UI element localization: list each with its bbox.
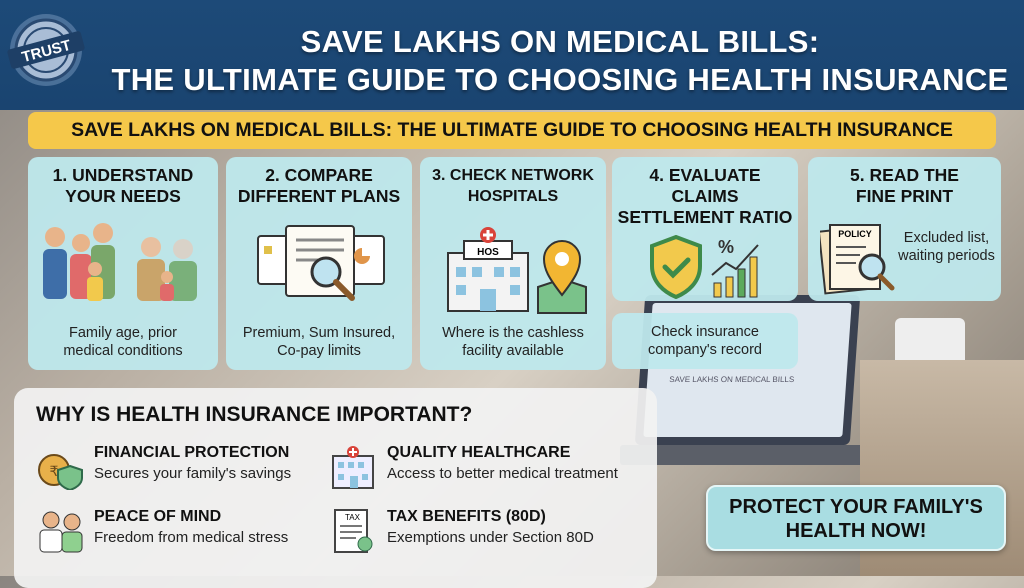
step-title: 2. COMPARE DIFFERENT PLANS bbox=[237, 165, 401, 206]
benefit-subtitle: Freedom from medical stress bbox=[94, 529, 289, 546]
header: TRUST SAVE LAKHS ON MEDICAL BILLS: THE U… bbox=[0, 0, 1024, 110]
why-heading: WHY IS HEALTH INSURANCE IMPORTANT? bbox=[36, 403, 473, 426]
step-description: Family age, prior medical conditions bbox=[63, 325, 183, 359]
shield-chart-icon: % bbox=[650, 235, 759, 299]
step-title: 4. EVALUATE CLAIMS SETTLEMENT RATIO bbox=[617, 165, 793, 227]
doctor-patient-icon bbox=[39, 511, 83, 553]
step-title: 1. UNDERSTAND YOUR NEEDS bbox=[52, 165, 194, 206]
hospital-icon bbox=[332, 446, 374, 489]
background-laptop-base bbox=[620, 445, 880, 465]
svg-text:%: % bbox=[718, 237, 734, 257]
title-line-1: SAVE LAKHS ON MEDICAL BILLS: bbox=[300, 24, 820, 59]
family-icon bbox=[43, 223, 197, 301]
title-line-2: THE ULTIMATE GUIDE TO CHOOSING HEALTH IN… bbox=[111, 62, 1009, 97]
step-card-3: 3. CHECK NETWORK HOSPITALS HOS Where is … bbox=[420, 157, 606, 370]
benefit-title: PEACE OF MIND bbox=[94, 508, 222, 525]
cta-line-1: PROTECT YOUR FAMILY'S bbox=[729, 496, 983, 518]
policy-label: POLICY bbox=[838, 229, 872, 239]
benefit-subtitle: Exemptions under Section 80D bbox=[387, 529, 594, 546]
money-bag-shield-icon: ₹ bbox=[38, 454, 83, 492]
tax-label: TAX bbox=[345, 513, 361, 522]
step-card-4-description: Check insurance company's record bbox=[612, 313, 798, 369]
compare-documents-icon bbox=[257, 225, 385, 301]
cta-line-2: HEALTH NOW! bbox=[785, 520, 927, 542]
background-first-aid-box bbox=[895, 318, 965, 368]
laptop-screen-text: SAVE LAKHS ON MEDICAL BILLS bbox=[669, 375, 795, 384]
step-title: 3. CHECK NETWORK HOSPITALS bbox=[432, 167, 594, 205]
step-description: Check insurance company's record bbox=[648, 324, 762, 358]
step-description: Where is the cashless facility available bbox=[442, 325, 584, 359]
protect-family-cta-button[interactable]: PROTECT YOUR FAMILY'S HEALTH NOW! bbox=[706, 485, 1006, 551]
benefit-subtitle: Access to better medical treatment bbox=[387, 465, 618, 482]
policy-magnifier-icon: POLICY bbox=[820, 224, 895, 295]
benefit-subtitle: Secures your family's savings bbox=[94, 465, 292, 482]
benefit-peace-of-mind: PEACE OF MIND Freedom from medical stres… bbox=[36, 508, 288, 559]
subtitle-banner: SAVE LAKHS ON MEDICAL BILLS: THE ULTIMAT… bbox=[28, 112, 996, 149]
benefit-tax-benefits: TAX TAX BENEFITS (80D) Exemptions under … bbox=[329, 508, 594, 559]
why-insurance-panel: WHY IS HEALTH INSURANCE IMPORTANT? ₹ FIN… bbox=[14, 388, 657, 588]
step-description: Premium, Sum Insured, Co-pay limits bbox=[242, 325, 396, 359]
benefit-quality-healthcare: QUALITY HEALTHCARE Access to better medi… bbox=[329, 444, 618, 495]
hospital-location-icon: HOS bbox=[447, 227, 587, 314]
tax-document-icon: TAX bbox=[334, 509, 373, 553]
step-card-4: 4. EVALUATE CLAIMS SETTLEMENT RATIO % bbox=[612, 157, 798, 301]
step-card-5: 5. READ THE FINE PRINT POLICY Excluded l… bbox=[808, 157, 1001, 301]
svg-text:₹: ₹ bbox=[50, 463, 59, 479]
step-card-1: 1. UNDERSTAND YOUR NEEDS Family age, pri… bbox=[28, 157, 218, 370]
benefit-title: TAX BENEFITS (80D) bbox=[387, 508, 546, 525]
trust-badge-icon: TRUST bbox=[7, 14, 85, 86]
step-card-2: 2. COMPARE DIFFERENT PLANS Premium, Sum … bbox=[226, 157, 412, 370]
benefit-title: QUALITY HEALTHCARE bbox=[387, 444, 571, 461]
benefit-title: FINANCIAL PROTECTION bbox=[94, 444, 290, 461]
step-title: 5. READ THE FINE PRINT bbox=[850, 165, 959, 206]
step-description: Excluded list, waiting periods bbox=[898, 230, 995, 264]
benefit-financial-protection: ₹ FINANCIAL PROTECTION Secures your fami… bbox=[36, 444, 291, 495]
hospital-sign: HOS bbox=[477, 247, 499, 258]
